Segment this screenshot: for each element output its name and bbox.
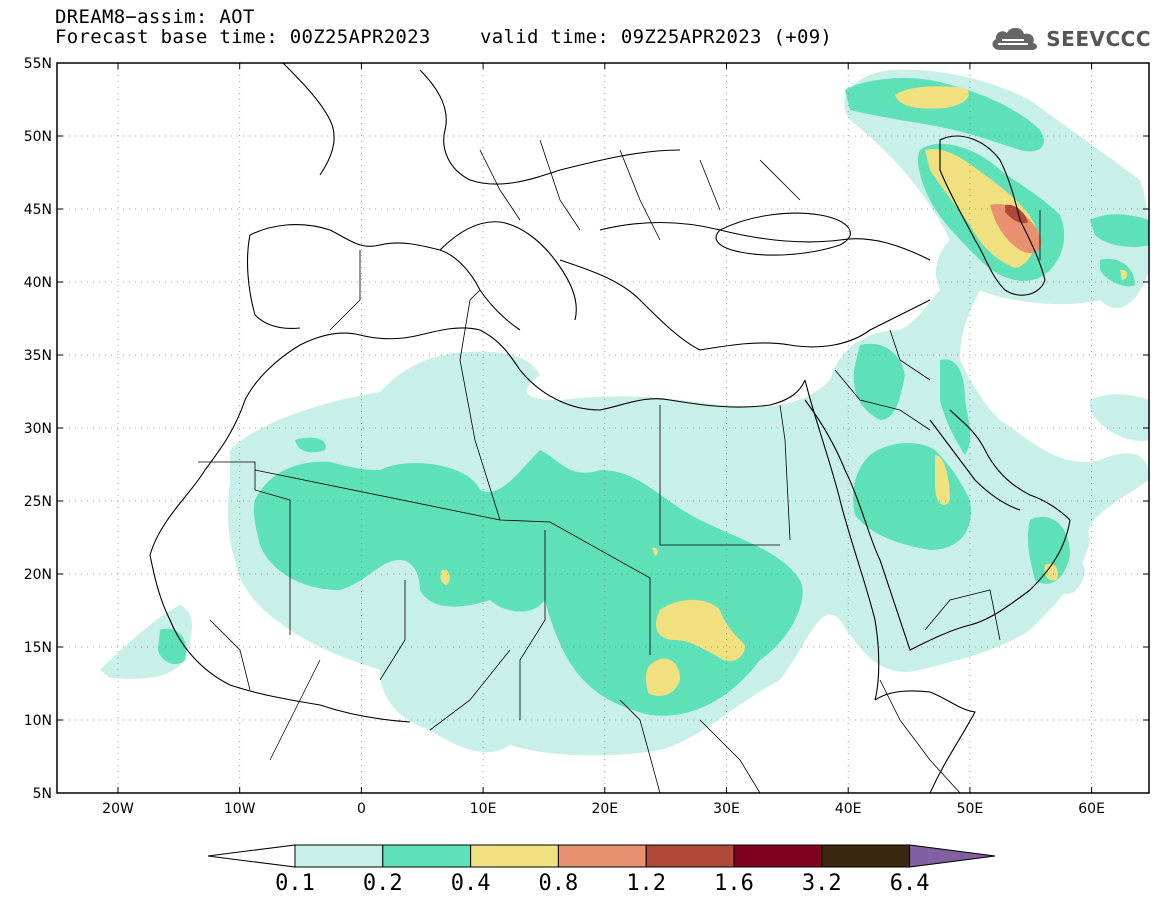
- colorbar-swatch: [294, 844, 384, 868]
- colorbar-swatch: [645, 844, 735, 868]
- lat-label: 5N: [33, 786, 52, 802]
- lon-label: 50E: [957, 801, 984, 817]
- lon-label: 10E: [470, 801, 497, 817]
- logo-text: SEEVCCC: [1046, 27, 1151, 51]
- lat-label: 15N: [24, 640, 52, 656]
- colorbar-swatch: [382, 844, 472, 868]
- colorbar-arrow-left: [207, 844, 296, 868]
- lat-label: 35N: [24, 348, 52, 364]
- lat-label: 50N: [24, 129, 52, 145]
- seevccc-logo: SEEVCCC: [988, 24, 1151, 54]
- colorbar-swatch: [733, 844, 823, 868]
- aot-band-0-8: [990, 204, 1042, 254]
- aot-field: [100, 69, 1149, 756]
- colorbar-label: 0.8: [539, 871, 579, 896]
- cloud-icon: [992, 27, 1038, 50]
- lon-label: 10W: [224, 801, 256, 817]
- lon-label: 60E: [1078, 801, 1105, 817]
- colorbar-label: 0.1: [275, 871, 315, 896]
- lat-label: 30N: [24, 421, 52, 437]
- aot-band-1-2: [1005, 204, 1028, 224]
- valid-time: valid time: 09Z25APR2023 (+09): [480, 26, 833, 48]
- colorbar-swatch: [821, 844, 911, 868]
- lon-label: 20E: [591, 801, 618, 817]
- colorbar-arrow-right: [909, 844, 996, 868]
- lon-label: 40E: [835, 801, 862, 817]
- lat-label: 40N: [24, 275, 52, 291]
- longitude-axis: 20W 10W 0 10E 20E 30E 40E 50E 60E: [102, 63, 1105, 817]
- colorbar-label: 1.6: [714, 871, 754, 896]
- lat-label: 10N: [24, 713, 52, 729]
- latitude-axis: 55N 50N 45N 40N 35N 30N 25N 20N 15N 10N 5N: [24, 56, 1149, 802]
- lon-label: 20W: [102, 801, 134, 817]
- colorbar-label: 0.2: [363, 871, 403, 896]
- graticule: [57, 63, 1149, 793]
- lat-label: 20N: [24, 567, 52, 583]
- lon-label: 30E: [713, 801, 740, 817]
- map-title: DREAM8−assim: AOT: [55, 6, 255, 28]
- colorbar-swatch: [470, 844, 559, 868]
- lat-label: 25N: [24, 494, 52, 510]
- coastlines: [149, 63, 1071, 793]
- lon-label: 0: [357, 801, 366, 817]
- colorbar-label: 1.2: [626, 871, 666, 896]
- lat-label: 55N: [24, 56, 52, 72]
- country-borders: [198, 139, 1041, 793]
- colorbar-label: 0.4: [451, 871, 491, 896]
- lat-label: 45N: [24, 202, 52, 218]
- forecast-base-time: Forecast base time: 00Z25APR2023: [55, 26, 431, 48]
- colorbar-swatch: [557, 844, 647, 868]
- colorbar-label: 6.4: [890, 871, 930, 896]
- colorbar-label: 3.2: [802, 871, 842, 896]
- colorbar: 0.1 0.2 0.4 0.8 1.2 1.6 3.2 6.4: [207, 844, 996, 896]
